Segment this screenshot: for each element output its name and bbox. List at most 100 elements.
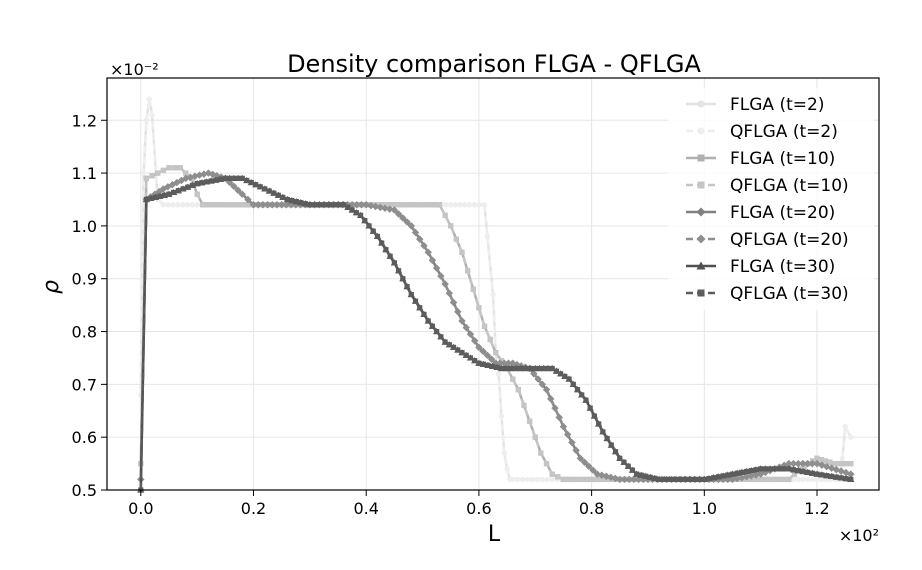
data-point <box>523 365 529 372</box>
data-point <box>838 475 844 481</box>
data-point <box>273 201 281 209</box>
data-point <box>584 476 590 483</box>
data-point <box>534 476 540 483</box>
data-point <box>204 202 211 208</box>
data-point <box>411 228 420 237</box>
data-point <box>565 476 571 483</box>
x-tick-label: 1.2 <box>804 499 829 518</box>
data-point <box>407 222 415 230</box>
legend-box <box>668 88 874 310</box>
data-point <box>463 352 469 358</box>
data-point <box>472 357 478 364</box>
data-point <box>574 476 581 483</box>
data-point <box>510 376 516 382</box>
data-point <box>415 202 421 208</box>
data-point <box>743 468 750 475</box>
data-point <box>420 242 428 250</box>
data-point <box>471 202 477 208</box>
data-point <box>214 202 220 208</box>
data-point <box>616 475 624 484</box>
data-point <box>711 475 717 481</box>
y-tick-label: 1.1 <box>72 164 97 183</box>
data-point <box>424 202 430 208</box>
data-point <box>527 418 533 424</box>
data-point <box>843 476 849 482</box>
data-point <box>781 476 787 483</box>
data-point <box>493 350 499 356</box>
data-point <box>404 284 410 290</box>
data-point <box>585 462 593 470</box>
data-point <box>818 457 824 463</box>
data-point <box>341 202 347 208</box>
data-point <box>326 202 332 208</box>
data-point <box>600 429 606 435</box>
data-point <box>183 170 189 176</box>
data-point <box>724 475 732 484</box>
data-point <box>249 201 258 209</box>
data-point <box>479 347 487 355</box>
data-point <box>570 476 576 483</box>
data-point <box>596 421 602 427</box>
data-point <box>612 449 619 455</box>
data-point <box>629 467 636 473</box>
data-point <box>184 202 191 208</box>
legend-marker <box>697 100 705 108</box>
data-point <box>761 468 769 476</box>
data-point <box>465 268 471 274</box>
data-point <box>152 194 159 200</box>
data-point <box>534 375 542 383</box>
data-point <box>558 371 564 377</box>
data-point <box>254 201 262 209</box>
data-point <box>362 218 368 224</box>
data-point <box>823 463 831 471</box>
data-point <box>818 476 825 483</box>
data-point <box>143 175 150 181</box>
data-point <box>148 195 154 202</box>
data-point <box>814 471 820 477</box>
data-point <box>839 460 845 467</box>
y-tick-label: 0.8 <box>72 323 97 342</box>
data-point <box>790 467 797 473</box>
data-point <box>208 178 214 184</box>
data-point <box>433 264 441 272</box>
legend-marker <box>696 234 706 244</box>
data-point <box>263 201 272 209</box>
data-point <box>553 368 559 374</box>
data-point <box>794 459 802 468</box>
data-point <box>399 214 407 222</box>
data-point <box>419 202 426 208</box>
data-point <box>843 460 850 467</box>
y-tick-label: 0.6 <box>72 428 97 447</box>
data-point <box>155 170 161 176</box>
data-point <box>471 337 479 345</box>
legend-label: FLGA (t=10) <box>730 149 835 169</box>
data-point <box>436 202 443 208</box>
data-point <box>848 476 854 483</box>
data-point <box>452 202 459 208</box>
data-point <box>781 466 787 472</box>
data-point <box>706 475 712 482</box>
data-point <box>598 476 604 483</box>
data-point <box>175 202 181 208</box>
legend-label: QFLGA (t=30) <box>730 284 849 304</box>
data-point <box>786 466 792 472</box>
data-point <box>177 165 183 171</box>
x-axis-label: L <box>488 522 501 547</box>
data-point <box>230 182 238 190</box>
data-point <box>833 474 839 480</box>
data-point <box>481 323 488 329</box>
data-point <box>307 202 313 208</box>
data-point <box>828 473 835 480</box>
data-point <box>446 342 452 348</box>
data-point <box>720 473 726 479</box>
data-point <box>542 386 551 394</box>
data-point <box>564 430 572 439</box>
data-point <box>239 175 245 181</box>
data-point <box>539 476 545 483</box>
data-point <box>248 179 254 186</box>
data-point <box>753 467 759 473</box>
data-point <box>353 210 359 216</box>
data-point <box>508 365 514 372</box>
data-point <box>146 96 152 102</box>
legend-label: FLGA (t=30) <box>730 257 835 277</box>
